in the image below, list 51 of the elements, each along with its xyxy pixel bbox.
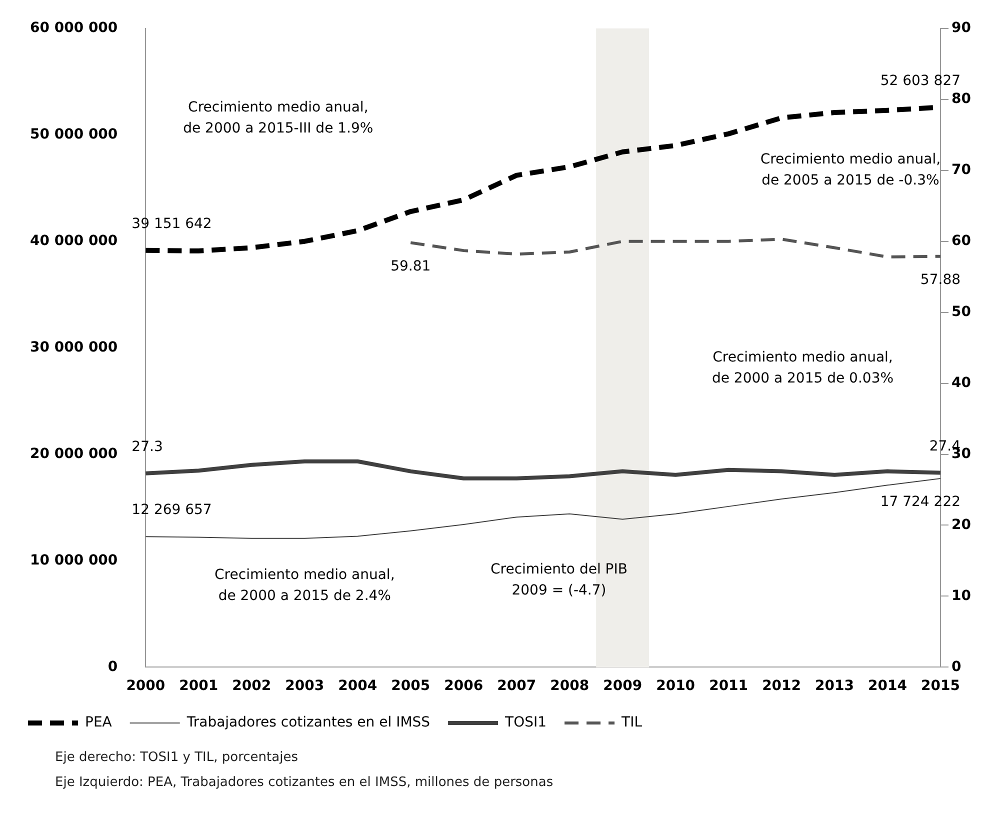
- y-tick-label: 20 000 000: [30, 446, 118, 462]
- text: Eje derecho: TOSI1 y TIL, porcentajes: [55, 749, 299, 767]
- y2-tick-label: 50: [952, 304, 972, 320]
- y2-tick-label: 10: [952, 588, 972, 604]
- y-tick-label: 40 000 000: [30, 232, 118, 249]
- x-tick-label: 2015: [921, 678, 960, 694]
- y-tick-label: 0: [108, 658, 118, 675]
- legend-label: PEA: [85, 714, 112, 731]
- legend-label: Trabajadores cotizantes en el IMSS: [186, 714, 430, 731]
- y2-tick-label: 90: [952, 20, 972, 36]
- annotation: Crecimiento medio anual, de 2000 a 2015-III de 1.9%: [183, 99, 374, 136]
- legend-label: TOSI1: [504, 714, 547, 731]
- data-label: 52 603 827: [880, 72, 961, 89]
- y2-tick-label: 40: [952, 374, 972, 391]
- data-label: 17 724 222: [880, 494, 961, 510]
- data-label: 27.3: [132, 439, 163, 456]
- x-tick-label: 2009: [603, 678, 642, 694]
- data-label: 59.81: [390, 258, 431, 274]
- data-label: 39 151 642: [132, 216, 212, 232]
- x-tick-label: 2014: [868, 678, 908, 694]
- y-tick-label: 10 000 000: [30, 552, 118, 568]
- x-tick-label: 2003: [285, 678, 324, 694]
- annotation: Crecimiento medio anual, de 2000 a 2015 de 0.03%: [712, 350, 894, 387]
- x-tick-label: 2001: [179, 678, 218, 694]
- annotation: Crecimiento medio anual, de 2000 a 2015 de 2.4%: [214, 566, 395, 604]
- x-tick-label: 2012: [762, 678, 802, 694]
- x-tick-label: 2002: [232, 678, 272, 694]
- y-tick-label: 30 000 000: [30, 339, 118, 356]
- x-tick-label: 2011: [709, 678, 748, 694]
- y2-tick-label: 80: [952, 91, 972, 108]
- y2-tick-label: 20: [952, 516, 972, 533]
- y-tick-label: 60 000 000: [30, 20, 118, 36]
- y2-tick-label: 0: [952, 658, 962, 675]
- y2-tick-label: 60: [952, 232, 972, 249]
- text: Eje Izquierdo: PEA, Trabajadores cotizantes en el IMSS, millones de personas: [55, 774, 554, 792]
- line-series: [409, 238, 942, 258]
- x-tick-label: 2004: [338, 678, 378, 694]
- data-label: 12 269 657: [132, 502, 212, 518]
- annotation: Crecimiento medio anual, de 2005 a 2015 de -0.3%: [760, 152, 941, 189]
- x-tick-label: 2013: [815, 678, 854, 694]
- data-label: 57.88: [920, 272, 961, 288]
- x-tick-label: 2005: [391, 678, 430, 694]
- legend-label: TIL: [620, 714, 642, 731]
- annotation: Crecimiento del PIB 2009 = (-4.7): [490, 562, 628, 599]
- x-tick-label: 2000: [126, 678, 166, 694]
- x-tick-label: 2010: [656, 678, 696, 694]
- x-tick-label: 2008: [550, 678, 590, 694]
- y-tick-label: 50 000 000: [30, 126, 118, 143]
- y2-tick-label: 70: [952, 162, 972, 178]
- x-tick-label: 2006: [444, 678, 484, 694]
- x-tick-label: 2007: [497, 678, 536, 694]
